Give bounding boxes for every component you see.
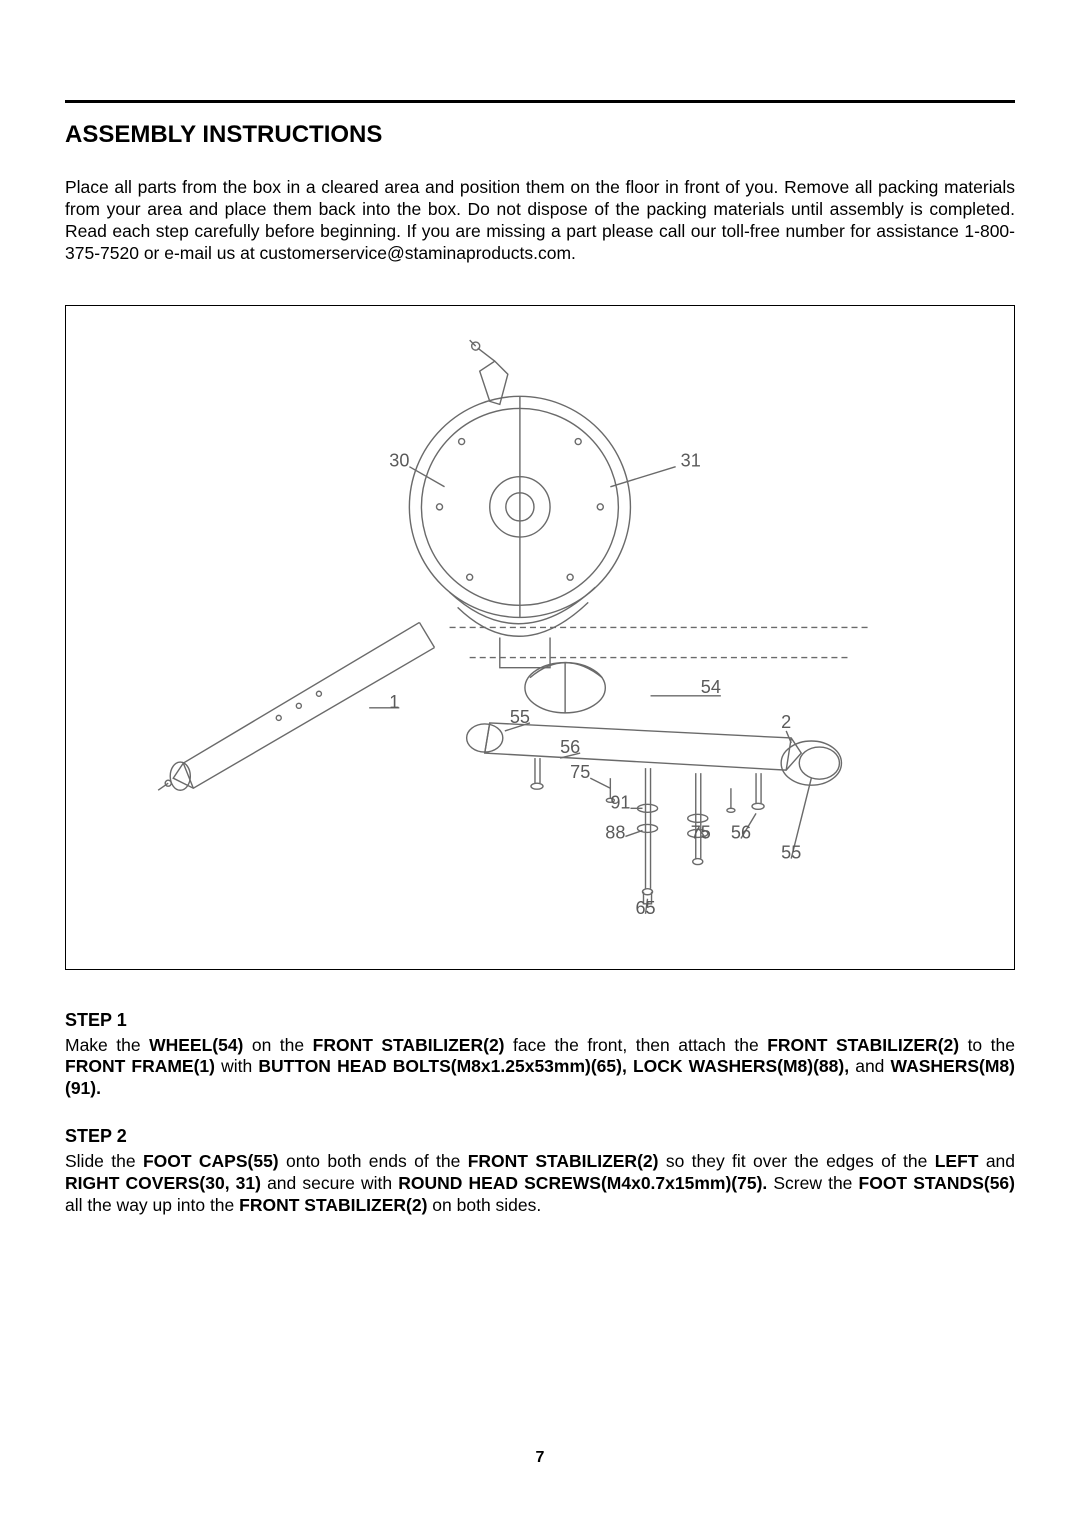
intro-paragraph: Place all parts from the box in a cleare… [65, 177, 1015, 265]
diagram-label: 75 [691, 822, 711, 842]
step-body: Slide the FOOT CAPS(55) onto both ends o… [65, 1151, 1015, 1217]
diagram-label: 55 [510, 706, 530, 726]
diagram-label: 55 [781, 842, 801, 862]
diagram-label: 75 [570, 762, 590, 782]
diagram-label: 54 [701, 676, 721, 696]
page-number: 7 [0, 1449, 1080, 1467]
diagram-label: 91 [610, 792, 630, 812]
step-heading: STEP 2 [65, 1126, 1015, 1147]
diagram-label: 30 [389, 450, 409, 470]
diagram-label: 1 [389, 691, 399, 711]
diagram-svg: 30 31 1 55 54 2 56 75 91 88 75 56 55 65 [86, 326, 994, 949]
diagram-label: 31 [681, 450, 701, 470]
top-rule [65, 100, 1015, 103]
diagram-label: 65 [635, 897, 655, 917]
step-heading: STEP 1 [65, 1010, 1015, 1031]
page-title: ASSEMBLY INSTRUCTIONS [65, 121, 1015, 149]
diagram-label: 88 [605, 822, 625, 842]
assembly-diagram: 30 31 1 55 54 2 56 75 91 88 75 56 55 65 [65, 305, 1015, 970]
diagram-label: 56 [731, 822, 751, 842]
diagram-label: 2 [781, 711, 791, 731]
steps-container: STEP 1 Make the WHEEL(54) on the FRONT ST… [65, 1010, 1015, 1217]
step-body: Make the WHEEL(54) on the FRONT STABILIZ… [65, 1035, 1015, 1101]
diagram-label: 56 [560, 737, 580, 757]
